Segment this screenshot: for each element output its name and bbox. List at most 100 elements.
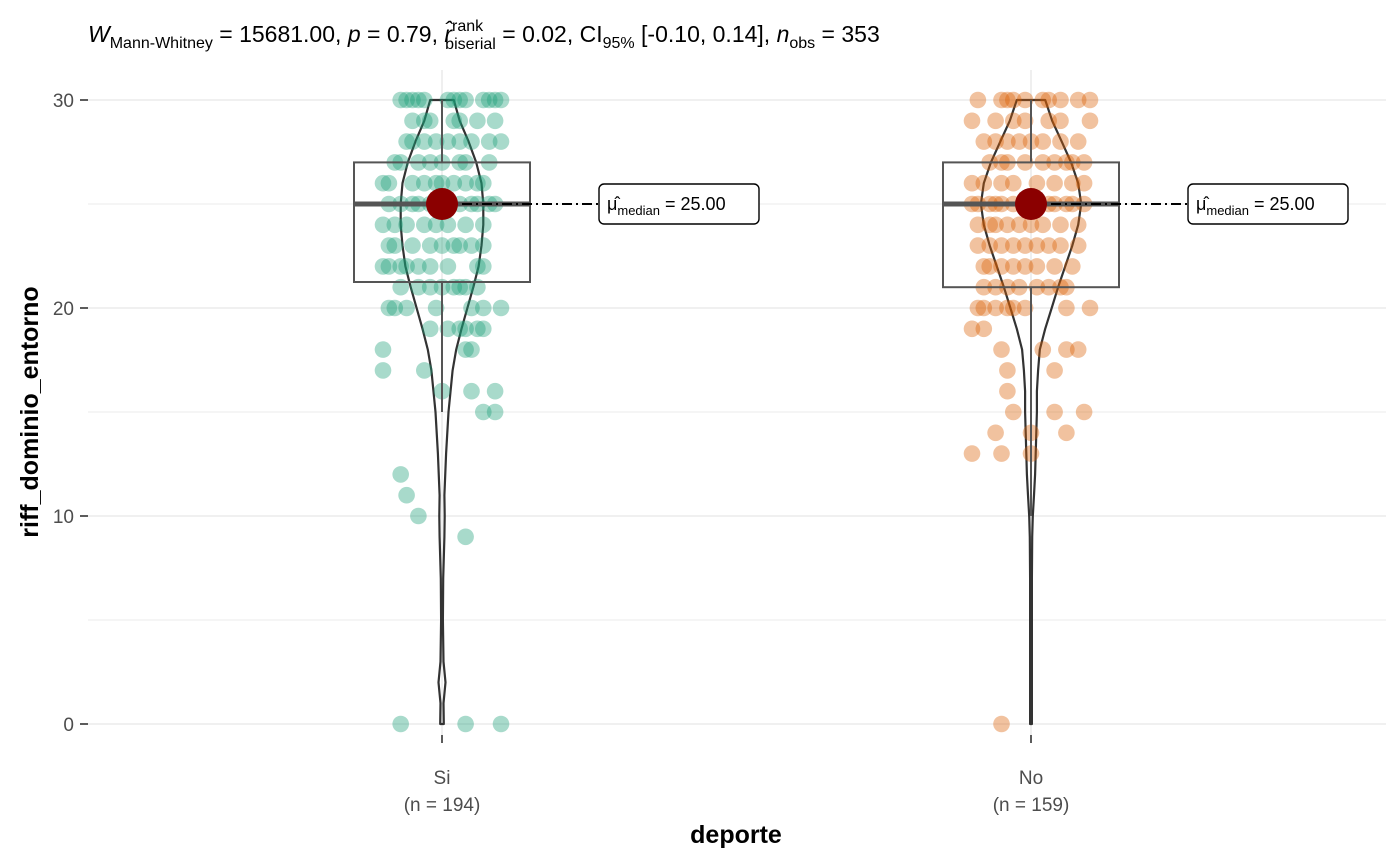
data-point (480, 91, 498, 109)
data-point (1016, 91, 1034, 109)
data-point (433, 237, 451, 254)
stat-symbol: W (88, 21, 112, 47)
data-point (380, 258, 398, 275)
data-point (975, 133, 993, 150)
data-point (439, 133, 457, 150)
data-point (445, 278, 463, 296)
data-point (1028, 258, 1046, 275)
data-point (445, 237, 463, 254)
data-point (374, 174, 392, 192)
data-point (492, 299, 510, 317)
data-point (1005, 403, 1022, 421)
data-point (416, 216, 433, 234)
data-point (963, 112, 981, 130)
data-point (421, 112, 439, 130)
data-point (1058, 341, 1075, 358)
data-point (1010, 133, 1028, 150)
data-point (993, 715, 1010, 733)
data-point (999, 133, 1016, 150)
median-label-sub: median (617, 203, 660, 218)
data-point (439, 258, 457, 275)
data-point (1034, 216, 1052, 234)
p-value: = 0.79, (361, 21, 445, 47)
data-point (981, 237, 998, 254)
data-point (480, 133, 498, 150)
violin-outline (399, 98, 485, 726)
median-point (1015, 188, 1047, 220)
y-tick-label: 20 (53, 299, 74, 320)
data-point (416, 133, 433, 150)
data-point (475, 91, 492, 109)
data-point (475, 174, 492, 192)
data-point (451, 133, 469, 150)
data-point (451, 278, 469, 296)
data-point (433, 174, 451, 192)
data-point (439, 91, 457, 109)
data-point (451, 237, 469, 254)
data-point (475, 299, 492, 317)
data-point (398, 216, 415, 234)
data-point (463, 237, 480, 254)
data-point (445, 91, 463, 109)
data-point (1075, 174, 1093, 192)
data-point (1016, 112, 1034, 130)
y-axis-ticks: 0 10 20 30 (53, 91, 88, 736)
data-point (463, 382, 480, 400)
data-point (1046, 174, 1063, 192)
data-point (1058, 299, 1075, 317)
data-point (457, 278, 474, 296)
median-label-box (598, 183, 760, 225)
data-point (1081, 112, 1099, 130)
data-point (398, 299, 415, 317)
x-axis-ticks: Si (n = 194) No (n = 159) (404, 735, 1069, 816)
data-point (451, 112, 469, 130)
data-point (457, 216, 474, 234)
data-point (410, 258, 427, 275)
data-point (1040, 91, 1057, 109)
data-point (486, 382, 504, 400)
data-point (386, 237, 404, 254)
data-point (427, 216, 445, 234)
r-symbol: r̂ (444, 20, 453, 47)
data-point (1052, 112, 1069, 130)
data-point (439, 320, 457, 338)
data-point (457, 91, 474, 109)
data-point (421, 237, 439, 254)
plot-groups: μ̂median = 25.00 μ̂median = 25.00 (353, 91, 1349, 733)
data-point (416, 91, 433, 109)
data-point (1005, 258, 1022, 275)
data-point (404, 112, 421, 130)
data-point (392, 258, 410, 275)
x-tick-label: No (1019, 768, 1043, 789)
data-point (427, 174, 445, 192)
data-point (457, 320, 474, 338)
n-value: = 353 (815, 21, 880, 47)
y-tick-label: 30 (53, 91, 74, 112)
data-point (1046, 403, 1063, 421)
data-point (380, 299, 398, 317)
data-point (987, 299, 1004, 317)
data-point (1081, 91, 1099, 109)
median-label-box (1187, 183, 1349, 225)
data-point (486, 403, 504, 421)
data-point (963, 174, 981, 192)
data-point (1034, 91, 1052, 109)
data-point (398, 91, 415, 109)
data-point (1046, 362, 1063, 379)
data-point (981, 216, 998, 234)
data-point (1005, 112, 1022, 130)
data-point (1069, 237, 1087, 254)
data-point (404, 237, 421, 254)
data-point (975, 299, 993, 317)
data-point (404, 133, 421, 150)
median-label-value: = 25.00 (1249, 194, 1315, 214)
ci-subscript: 95% (603, 35, 635, 52)
data-point (1052, 133, 1069, 150)
data-point (1069, 341, 1087, 358)
data-point (457, 341, 474, 358)
data-point (1034, 341, 1052, 358)
data-point (475, 258, 492, 275)
data-point (1058, 424, 1075, 442)
data-point (404, 91, 421, 109)
